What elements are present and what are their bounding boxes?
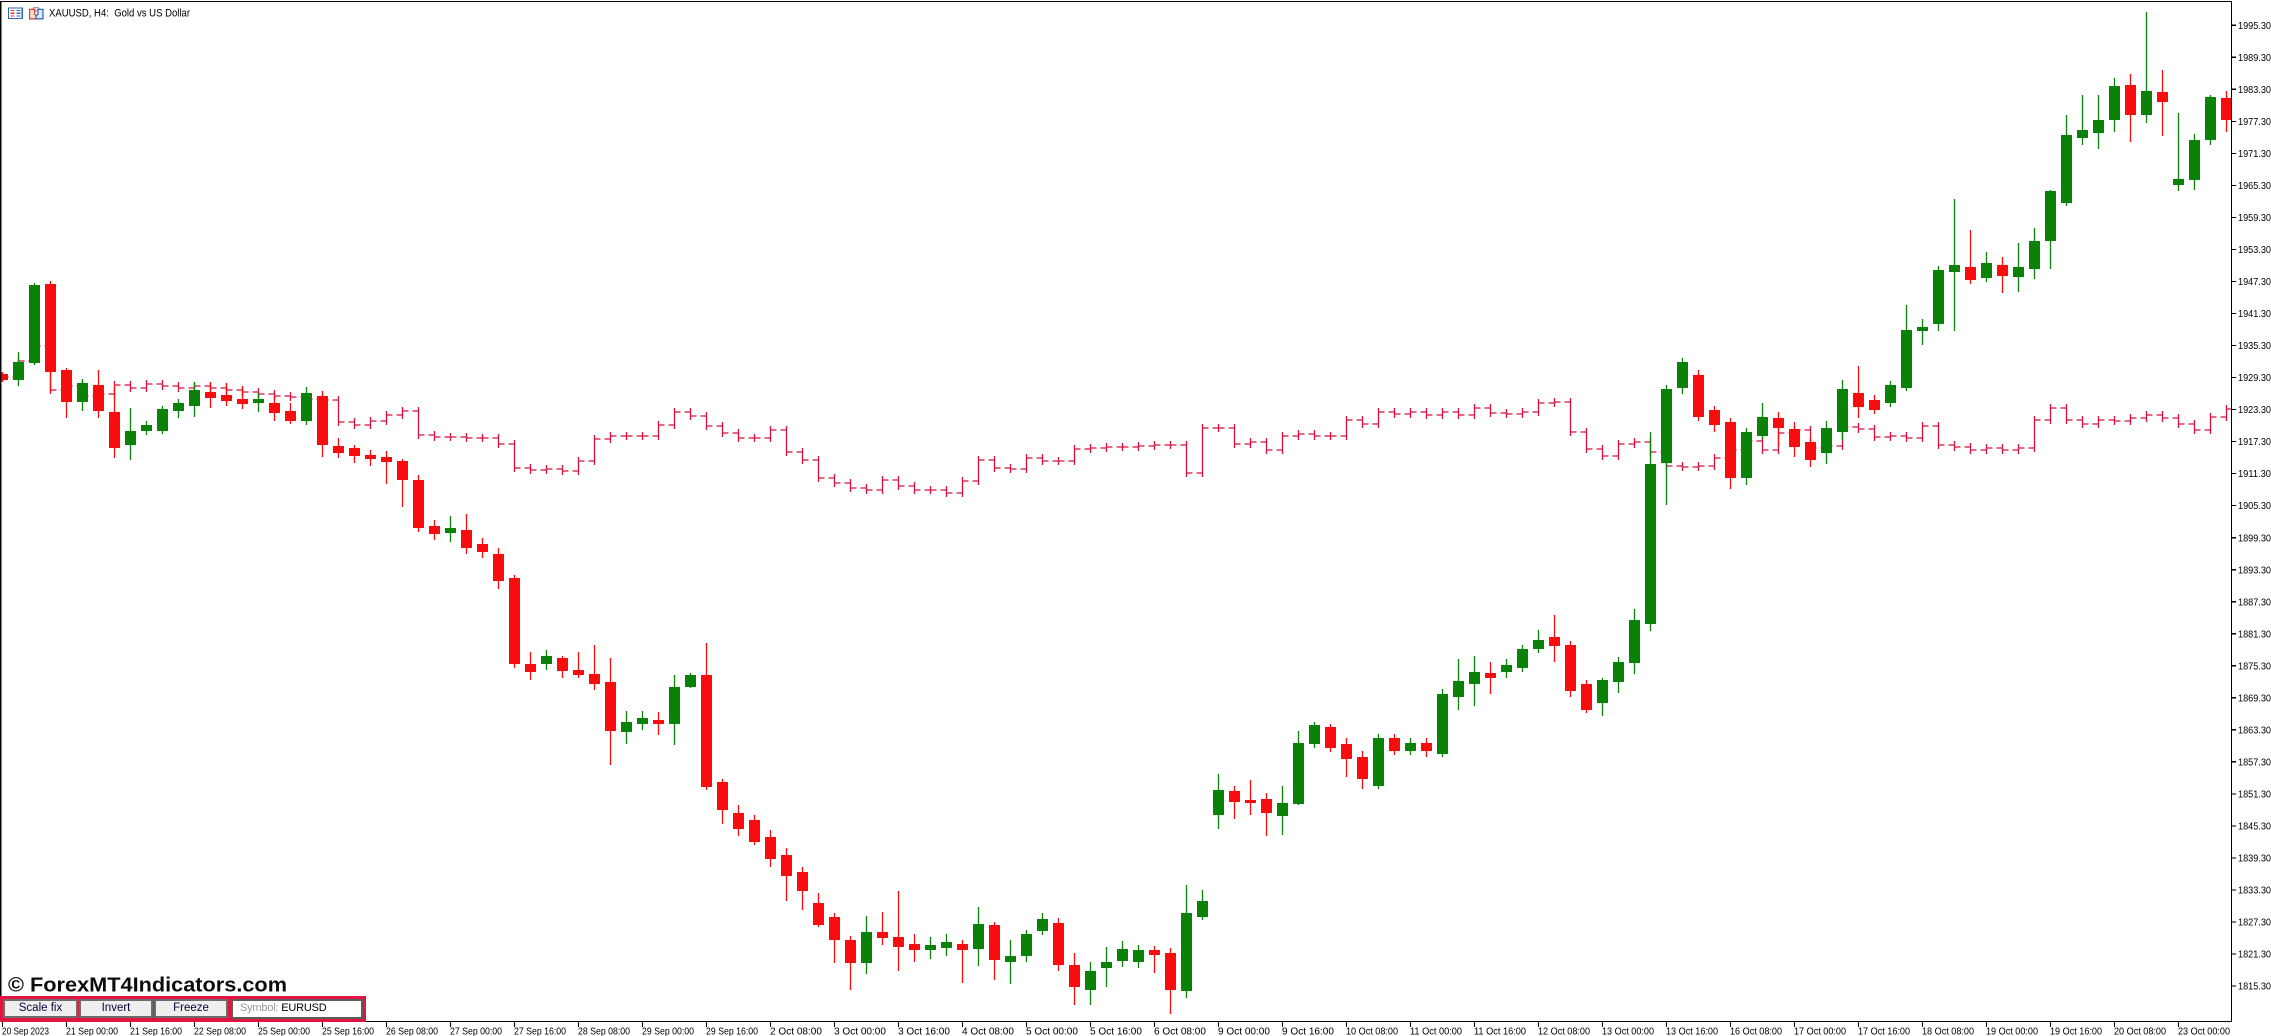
svg-text:1881.30: 1881.30 — [2238, 628, 2271, 640]
svg-text:21 Sep 00:00: 21 Sep 00:00 — [66, 1026, 118, 1036]
svg-text:3 Oct 00:00: 3 Oct 00:00 — [834, 1026, 886, 1036]
svg-text:1899.30: 1899.30 — [2238, 532, 2271, 544]
svg-text:25 Sep 16:00: 25 Sep 16:00 — [322, 1026, 374, 1036]
svg-text:1839.30: 1839.30 — [2238, 853, 2271, 865]
svg-text:1893.30: 1893.30 — [2238, 564, 2271, 576]
svg-text:9 Oct 00:00: 9 Oct 00:00 — [1218, 1026, 1270, 1036]
svg-text:13 Oct 16:00: 13 Oct 16:00 — [1666, 1026, 1718, 1036]
svg-text:28 Sep 08:00: 28 Sep 08:00 — [578, 1026, 630, 1036]
svg-text:11 Oct 00:00: 11 Oct 00:00 — [1410, 1026, 1462, 1036]
svg-text:1959.30: 1959.30 — [2238, 212, 2271, 224]
svg-text:29 Sep 00:00: 29 Sep 00:00 — [642, 1026, 694, 1036]
svg-text:1911.30: 1911.30 — [2238, 468, 2271, 480]
svg-text:1947.30: 1947.30 — [2238, 276, 2271, 288]
svg-text:20 Sep 2023: 20 Sep 2023 — [2, 1026, 49, 1036]
svg-text:21 Sep 16:00: 21 Sep 16:00 — [130, 1026, 182, 1036]
svg-text:19 Oct 00:00: 19 Oct 00:00 — [1986, 1026, 2038, 1036]
svg-text:1863.30: 1863.30 — [2238, 724, 2271, 736]
svg-text:10 Oct 08:00: 10 Oct 08:00 — [1346, 1026, 1398, 1036]
svg-text:1875.30: 1875.30 — [2238, 660, 2271, 672]
svg-text:1887.30: 1887.30 — [2238, 596, 2271, 608]
svg-text:1977.30: 1977.30 — [2238, 116, 2271, 128]
svg-text:1965.30: 1965.30 — [2238, 180, 2271, 192]
svg-text:1851.30: 1851.30 — [2238, 789, 2271, 801]
svg-text:20 Oct 08:00: 20 Oct 08:00 — [2114, 1026, 2166, 1036]
svg-text:9 Oct 16:00: 9 Oct 16:00 — [1282, 1026, 1334, 1036]
svg-text:11 Oct 16:00: 11 Oct 16:00 — [1474, 1026, 1526, 1036]
svg-text:3 Oct 16:00: 3 Oct 16:00 — [898, 1026, 950, 1036]
svg-text:1971.30: 1971.30 — [2238, 148, 2271, 160]
svg-text:4 Oct 08:00: 4 Oct 08:00 — [962, 1026, 1014, 1036]
svg-text:2 Oct 08:00: 2 Oct 08:00 — [770, 1026, 822, 1036]
svg-text:1845.30: 1845.30 — [2238, 821, 2271, 833]
svg-text:23 Oct 00:00: 23 Oct 00:00 — [2178, 1026, 2230, 1036]
svg-text:6 Oct 08:00: 6 Oct 08:00 — [1154, 1026, 1206, 1036]
svg-text:26 Sep 08:00: 26 Sep 08:00 — [386, 1026, 438, 1036]
svg-text:22 Sep 08:00: 22 Sep 08:00 — [194, 1026, 246, 1036]
svg-text:1869.30: 1869.30 — [2238, 692, 2271, 704]
svg-text:17 Oct 00:00: 17 Oct 00:00 — [1794, 1026, 1846, 1036]
svg-text:12 Oct 08:00: 12 Oct 08:00 — [1538, 1026, 1590, 1036]
svg-text:13 Oct 00:00: 13 Oct 00:00 — [1602, 1026, 1654, 1036]
svg-text:5 Oct 16:00: 5 Oct 16:00 — [1090, 1026, 1142, 1036]
svg-text:1815.30: 1815.30 — [2238, 981, 2271, 993]
svg-text:1833.30: 1833.30 — [2238, 885, 2271, 897]
svg-text:19 Oct 16:00: 19 Oct 16:00 — [2050, 1026, 2102, 1036]
svg-text:1929.30: 1929.30 — [2238, 372, 2271, 384]
svg-text:5 Oct 00:00: 5 Oct 00:00 — [1026, 1026, 1078, 1036]
svg-text:1827.30: 1827.30 — [2238, 917, 2271, 929]
svg-text:27 Sep 16:00: 27 Sep 16:00 — [514, 1026, 566, 1036]
svg-text:1989.30: 1989.30 — [2238, 52, 2271, 64]
svg-text:© ForexMT4Indicators.com: © ForexMT4Indicators.com — [8, 974, 287, 997]
svg-text:17 Oct 16:00: 17 Oct 16:00 — [1858, 1026, 1910, 1036]
svg-text:1941.30: 1941.30 — [2238, 308, 2271, 320]
svg-text:1857.30: 1857.30 — [2238, 756, 2271, 768]
svg-text:18 Oct 08:00: 18 Oct 08:00 — [1922, 1026, 1974, 1036]
svg-text:1923.30: 1923.30 — [2238, 404, 2271, 416]
svg-text:1983.30: 1983.30 — [2238, 84, 2271, 96]
svg-text:1821.30: 1821.30 — [2238, 949, 2271, 961]
svg-text:1917.30: 1917.30 — [2238, 436, 2271, 448]
svg-text:27 Sep 00:00: 27 Sep 00:00 — [450, 1026, 502, 1036]
svg-text:1905.30: 1905.30 — [2238, 500, 2271, 512]
svg-text:1995.30: 1995.30 — [2238, 20, 2271, 32]
svg-text:1953.30: 1953.30 — [2238, 244, 2271, 256]
svg-text:29 Sep 16:00: 29 Sep 16:00 — [706, 1026, 758, 1036]
svg-text:16 Oct 08:00: 16 Oct 08:00 — [1730, 1026, 1782, 1036]
svg-text:25 Sep 00:00: 25 Sep 00:00 — [258, 1026, 310, 1036]
svg-text:1935.30: 1935.30 — [2238, 340, 2271, 352]
svg-text:XAUUSD, H4: Gold vs US Dollar: XAUUSD, H4: Gold vs US Dollar — [49, 8, 190, 20]
